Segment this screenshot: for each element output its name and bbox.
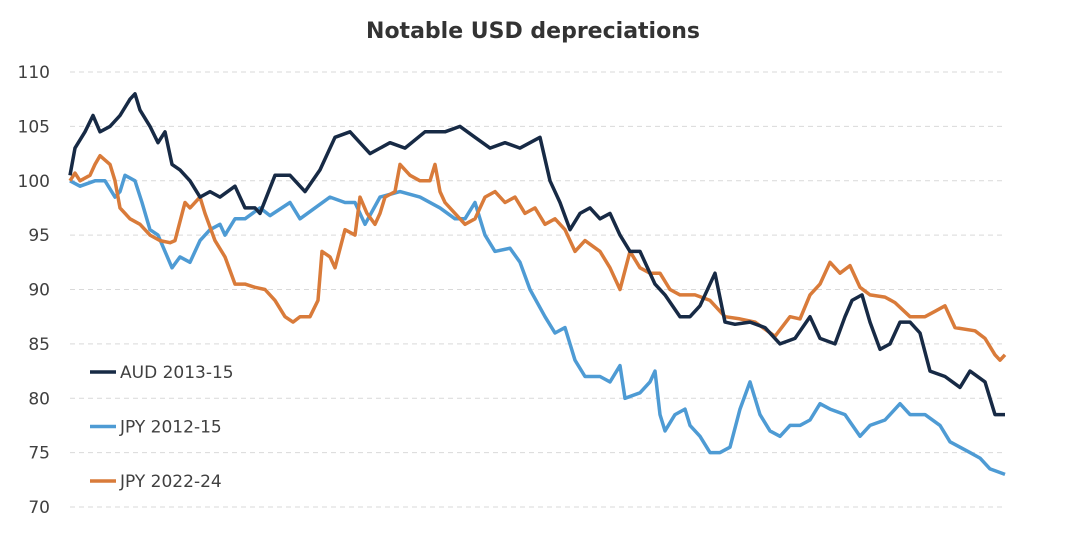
y-tick-label: 85 <box>28 335 50 355</box>
legend-label: JPY 2012-15 <box>119 418 222 438</box>
y-tick-label: 70 <box>28 498 50 518</box>
series-line-jpy-2022-24 <box>68 153 1007 362</box>
y-tick-label: 100 <box>18 172 50 192</box>
legend-label: JPY 2022-24 <box>119 472 222 492</box>
y-tick-label: 80 <box>28 389 50 409</box>
y-tick-label: 75 <box>28 444 50 464</box>
legend-label: AUD 2013-15 <box>120 363 234 383</box>
chart-title: Notable USD depreciations <box>366 19 700 44</box>
series-line-aud-2013-15 <box>68 92 1005 417</box>
y-tick-label: 95 <box>28 226 50 246</box>
y-tick-label: 110 <box>18 63 50 83</box>
y-tick-label: 90 <box>28 281 50 301</box>
y-tick-label: 105 <box>18 117 50 137</box>
series-line-jpy-2012-15 <box>69 173 1006 477</box>
